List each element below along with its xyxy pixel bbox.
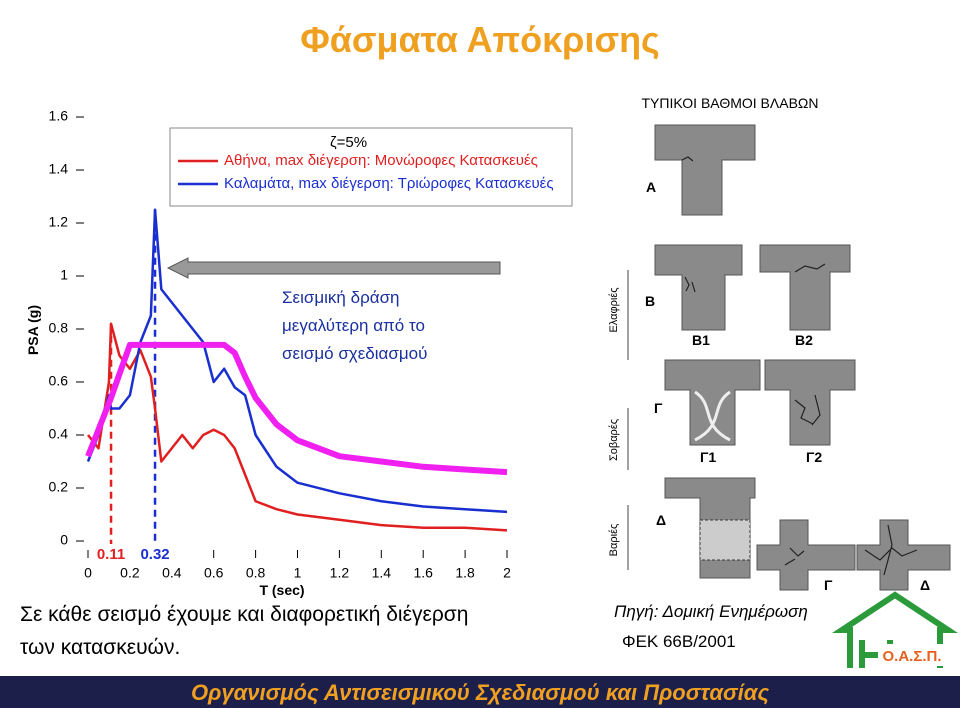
t-joint: [759, 244, 851, 331]
crack: [694, 390, 731, 442]
period-label: 0.32: [140, 546, 169, 563]
y-tick-label: 0.8: [49, 320, 69, 336]
crack: [784, 547, 805, 566]
grade-label: Γ1: [700, 449, 716, 465]
annotation: σεισμό σχεδιασμού: [282, 344, 427, 363]
footer-bar: [0, 676, 960, 708]
x-tick-label: 1.4: [372, 565, 392, 581]
grade-label: Γ2: [806, 449, 822, 465]
level-label: Βαριές: [608, 524, 620, 557]
grade-label: Γ: [824, 577, 833, 593]
series-line: [85, 341, 508, 476]
x-tick-label: 0.2: [120, 565, 140, 581]
footer: Οργανισμός Αντισεισμικού Σχεδιασμού και …: [191, 680, 769, 705]
y-tick-label: 1.2: [49, 214, 69, 230]
series-line: [86, 208, 508, 514]
plot: 0 0.2 0.4 0.6 0.8 1 1.2 1.4 1.6 0 0.2 0.4 0.6 0.8 1 1.2…: [49, 108, 554, 581]
crack: [794, 394, 821, 426]
grade-label: Δ: [656, 512, 666, 528]
y-tick-label: 0: [60, 532, 68, 548]
grade-label: Γ: [654, 400, 663, 416]
level-label: Σοβαρές: [608, 419, 620, 461]
caption: Σε κάθε σεισμό έχουμε και διαφορετική δι…: [20, 603, 468, 626]
x-tick-label: 0: [84, 565, 92, 581]
x-tick-label: 1.6: [413, 565, 433, 581]
source: ΦΕΚ 66Β/2001: [622, 632, 736, 651]
t-joint: [654, 124, 756, 216]
legend-label: Καλαμάτα, max διέγερση: Τριώροφες Κατασκ…: [224, 175, 554, 192]
slide-title: Φάσματα Απόκρισης: [300, 19, 660, 60]
x-tick-label: 1.8: [455, 565, 475, 581]
y-axis-label: PSA (g): [25, 305, 41, 355]
level-label: Ελαφριές: [608, 287, 620, 332]
x-tick-label: 0.8: [246, 565, 266, 581]
x-axis-label: T (sec): [259, 582, 304, 598]
t-joint: [654, 244, 743, 331]
crack: [864, 524, 918, 576]
t-joint: [664, 359, 761, 446]
crushed-zone: [699, 519, 751, 561]
source: Πηγή: Δομική Ενημέρωση: [614, 602, 808, 621]
y-tick-label: 0.2: [49, 479, 69, 495]
crack: [684, 276, 696, 293]
x-tick-label: 0.4: [162, 565, 182, 581]
x-tick-label: 2: [503, 565, 511, 581]
legend-title: ζ=5%: [330, 134, 367, 151]
t-joint: [764, 359, 856, 446]
logo-background: [878, 644, 948, 666]
crack: [794, 263, 826, 273]
grade-label: Α: [646, 179, 656, 195]
period-label-box: [89, 544, 134, 562]
annotation: Σεισμική δράση: [282, 288, 400, 307]
period-label-box: [133, 544, 178, 562]
legend-label: Αθήνα, max διέγερση: Μονώροφες Κατασκευέ…: [224, 152, 538, 169]
grade-label: Β2: [795, 332, 813, 348]
y-tick-label: 1: [60, 267, 68, 283]
joint: [756, 519, 856, 591]
y-tick-label: 1.6: [49, 108, 69, 124]
period-label: 0.11: [97, 546, 125, 563]
arrow: [166, 257, 501, 279]
x-tick-label: 1: [294, 565, 302, 581]
caption: των κατασκευών.: [20, 636, 180, 659]
y-tick-label: 0.6: [49, 373, 69, 389]
legend-box: [169, 127, 573, 207]
annotation: μεγαλύτερη από το: [282, 316, 425, 335]
crack: [681, 156, 694, 162]
series-line: [87, 322, 508, 532]
y-tick-label: 0.4: [49, 426, 69, 442]
grade-label: Β1: [692, 332, 710, 348]
damage-figure: ΤΥΠΙΚΟΙ ΒΑΘΜΟΙ ΒΛΑΒΩΝ Ελαφριές Σοβαρές Β…: [608, 95, 951, 593]
logo-text: Ο.Α.Σ.Π.: [882, 648, 941, 665]
y-tick-label: 1.4: [49, 161, 69, 177]
grade-label: Δ: [920, 577, 930, 593]
x-tick-label: 0.6: [204, 565, 224, 581]
figure-title: ΤΥΠΙΚΟΙ ΒΑΘΜΟΙ ΒΛΑΒΩΝ: [641, 95, 818, 111]
x-tick-label: 1.2: [330, 565, 350, 581]
grade-label: Β: [645, 293, 655, 309]
